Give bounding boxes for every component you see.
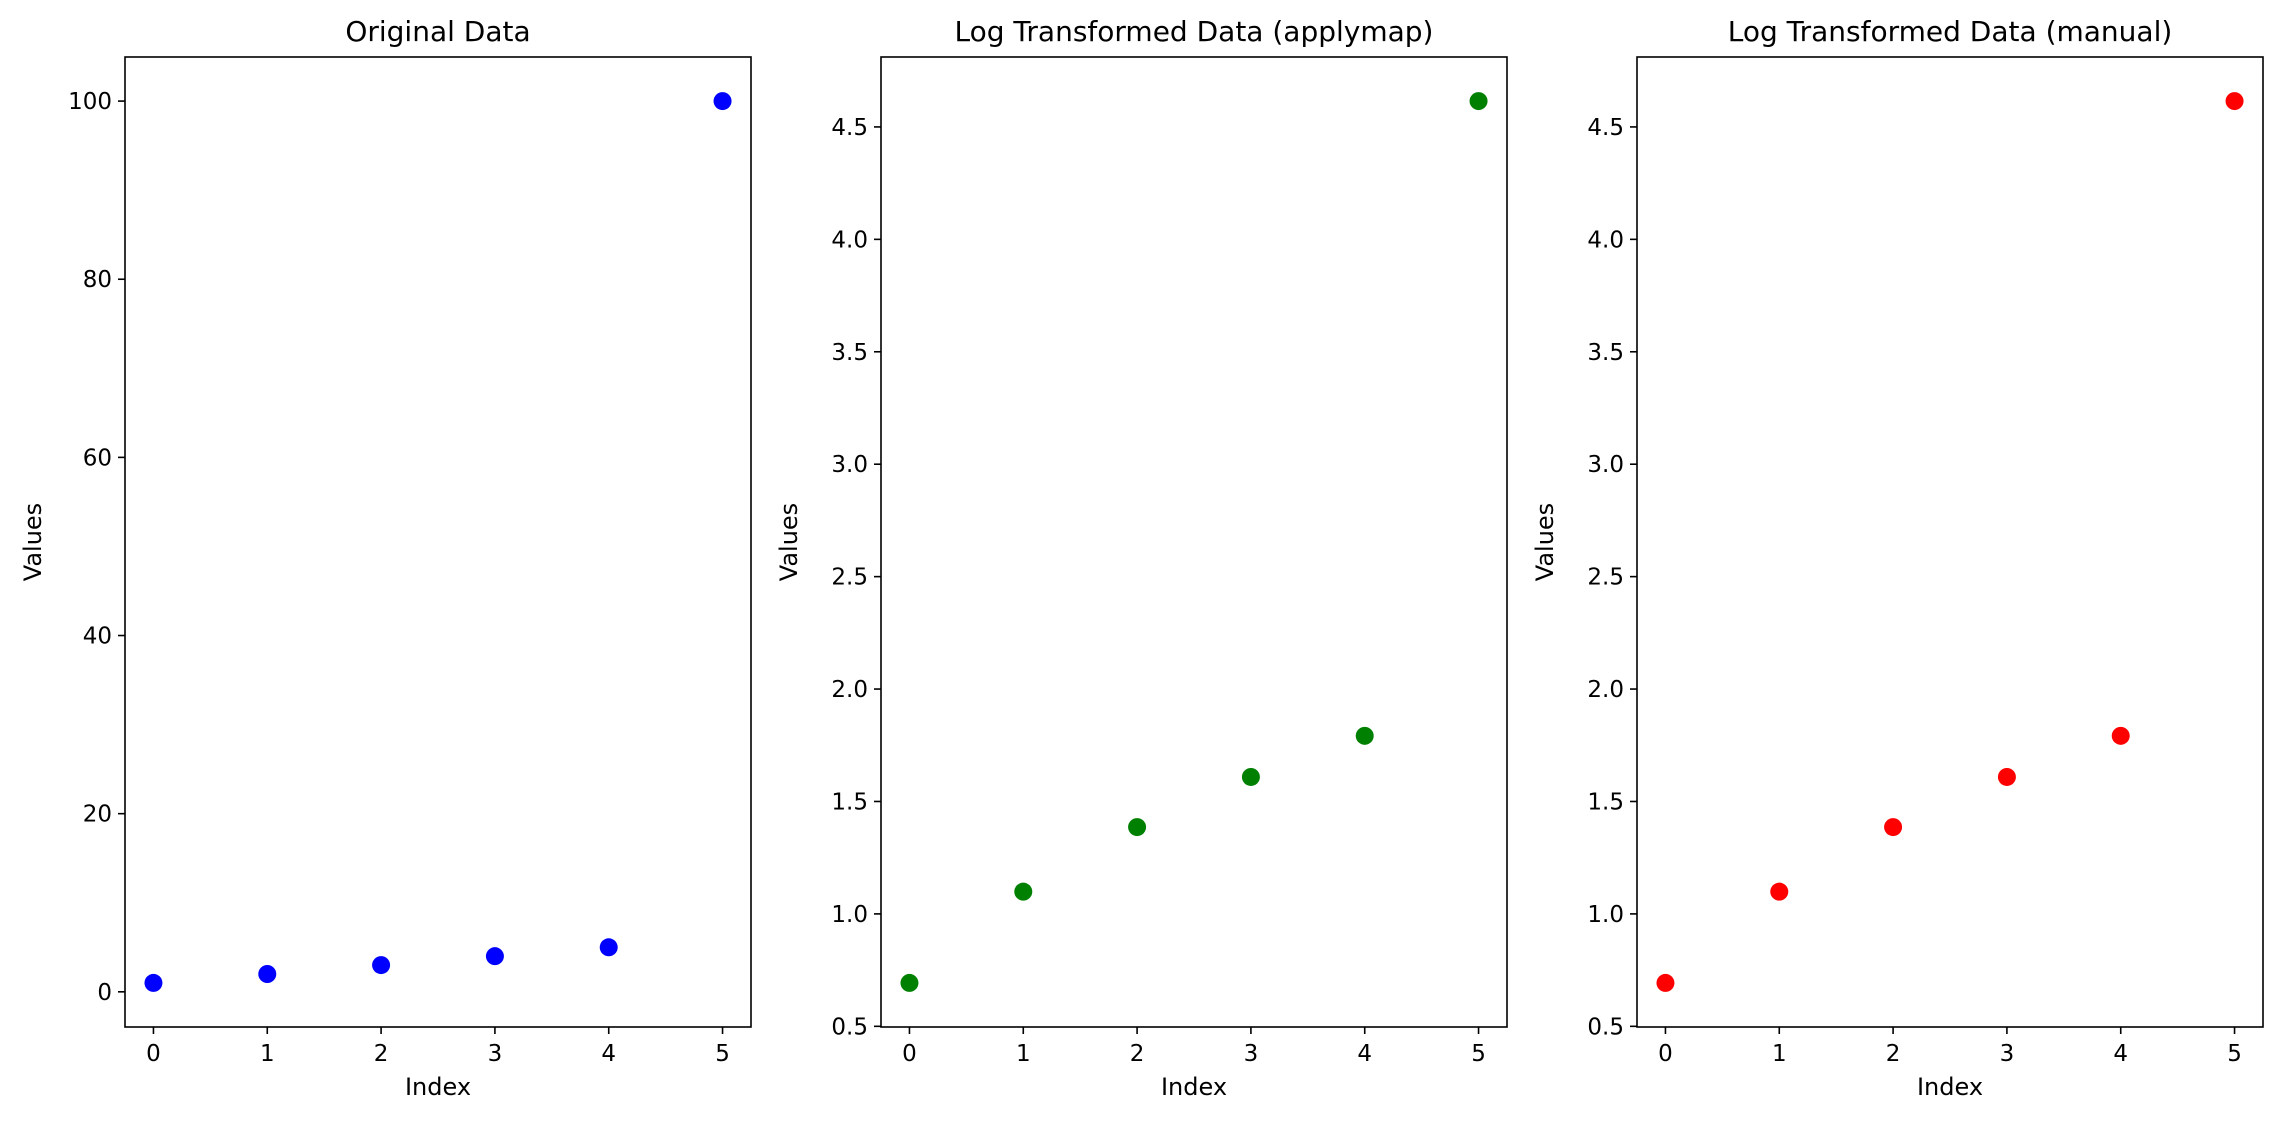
- x-tick-label: 3: [1244, 1041, 1259, 1067]
- y-axis-label: Values: [19, 503, 47, 581]
- x-tick-label: 1: [260, 1041, 275, 1067]
- data-point: [1656, 973, 1675, 992]
- y-tick-label: 0.5: [831, 1014, 868, 1040]
- y-axis-label: Values: [1531, 503, 1559, 581]
- y-tick-label: 4.5: [1587, 115, 1624, 141]
- data-point: [1770, 882, 1789, 901]
- y-tick-label: 1.5: [831, 789, 868, 815]
- y-tick-label: 20: [83, 802, 112, 828]
- data-point: [1997, 767, 2016, 786]
- data-point: [485, 947, 504, 966]
- subplot-2: Log Transformed Data (applymap) 0 1 2 3 4 5 0.5…: [775, 15, 1508, 1101]
- chart-title: Original Data: [345, 15, 530, 48]
- x-tick-label: 0: [146, 1041, 161, 1067]
- chart-title: Log Transformed Data (applymap): [955, 15, 1434, 48]
- data-point: [1469, 92, 1488, 111]
- data-point: [1241, 767, 1260, 786]
- axes-frame: [880, 56, 1508, 1028]
- chart-title: Log Transformed Data (manual): [1728, 15, 2173, 48]
- x-tick-label: 1: [1016, 1041, 1031, 1067]
- data-point: [1884, 818, 1903, 837]
- y-tick-label: 4.5: [831, 115, 868, 141]
- x-tick-label: 4: [2113, 1041, 2128, 1067]
- y-tick-label: 100: [68, 89, 112, 115]
- data-point: [1014, 882, 1033, 901]
- x-axis-label: Index: [405, 1073, 471, 1101]
- subplot-3: Log Transformed Data (manual) 0 1 2 3 4 5 0.5 1.…: [1531, 15, 2264, 1101]
- x-axis-label: Index: [1161, 1073, 1227, 1101]
- axes-frame: [1636, 56, 2264, 1028]
- x-tick-label: 0: [902, 1041, 917, 1067]
- y-tick-label: 3.0: [831, 452, 868, 478]
- axes-frame: [124, 56, 752, 1028]
- x-tick-label: 4: [1357, 1041, 1372, 1067]
- y-tick-label: 2.0: [1587, 677, 1624, 703]
- data-point: [258, 965, 277, 984]
- x-tick-label: 5: [1471, 1041, 1486, 1067]
- data-point: [2111, 726, 2130, 745]
- y-tick-label: 0: [97, 980, 112, 1006]
- data-point: [1355, 726, 1374, 745]
- y-tick-label: 2.5: [1587, 565, 1624, 591]
- y-tick-label: 2.5: [831, 565, 868, 591]
- x-tick-label: 5: [715, 1041, 730, 1067]
- y-tick-label: 40: [83, 624, 112, 650]
- data-point: [144, 973, 163, 992]
- y-tick-label: 1.0: [831, 902, 868, 928]
- y-tick-label: 3.5: [1587, 340, 1624, 366]
- y-tick-label: 0.5: [1587, 1014, 1624, 1040]
- x-tick-label: 2: [1886, 1041, 1901, 1067]
- x-tick-label: 4: [601, 1041, 616, 1067]
- y-axis-label: Values: [775, 503, 803, 581]
- x-tick-label: 2: [1130, 1041, 1145, 1067]
- y-tick-label: 3.0: [1587, 452, 1624, 478]
- data-point: [372, 956, 391, 975]
- subplot-1: Original Data 0 1 2 3 4 5 0 20 40 60 80 100 Index Valu…: [19, 15, 752, 1101]
- data-point: [900, 973, 919, 992]
- x-axis-label: Index: [1917, 1073, 1983, 1101]
- y-tick-label: 1.0: [1587, 902, 1624, 928]
- y-tick-label: 2.0: [831, 677, 868, 703]
- x-tick-label: 3: [2000, 1041, 2015, 1067]
- y-tick-label: 3.5: [831, 340, 868, 366]
- x-tick-label: 0: [1658, 1041, 1673, 1067]
- x-tick-label: 2: [374, 1041, 389, 1067]
- y-tick-label: 4.0: [1587, 227, 1624, 253]
- y-tick-label: 60: [83, 445, 112, 471]
- y-tick-label: 4.0: [831, 227, 868, 253]
- data-point: [713, 92, 732, 111]
- y-tick-label: 80: [83, 267, 112, 293]
- data-point: [599, 938, 618, 957]
- y-tick-label: 1.5: [1587, 789, 1624, 815]
- x-tick-label: 5: [2227, 1041, 2242, 1067]
- x-tick-label: 3: [488, 1041, 503, 1067]
- data-point: [1128, 818, 1147, 837]
- data-point: [2225, 92, 2244, 111]
- x-tick-label: 1: [1772, 1041, 1787, 1067]
